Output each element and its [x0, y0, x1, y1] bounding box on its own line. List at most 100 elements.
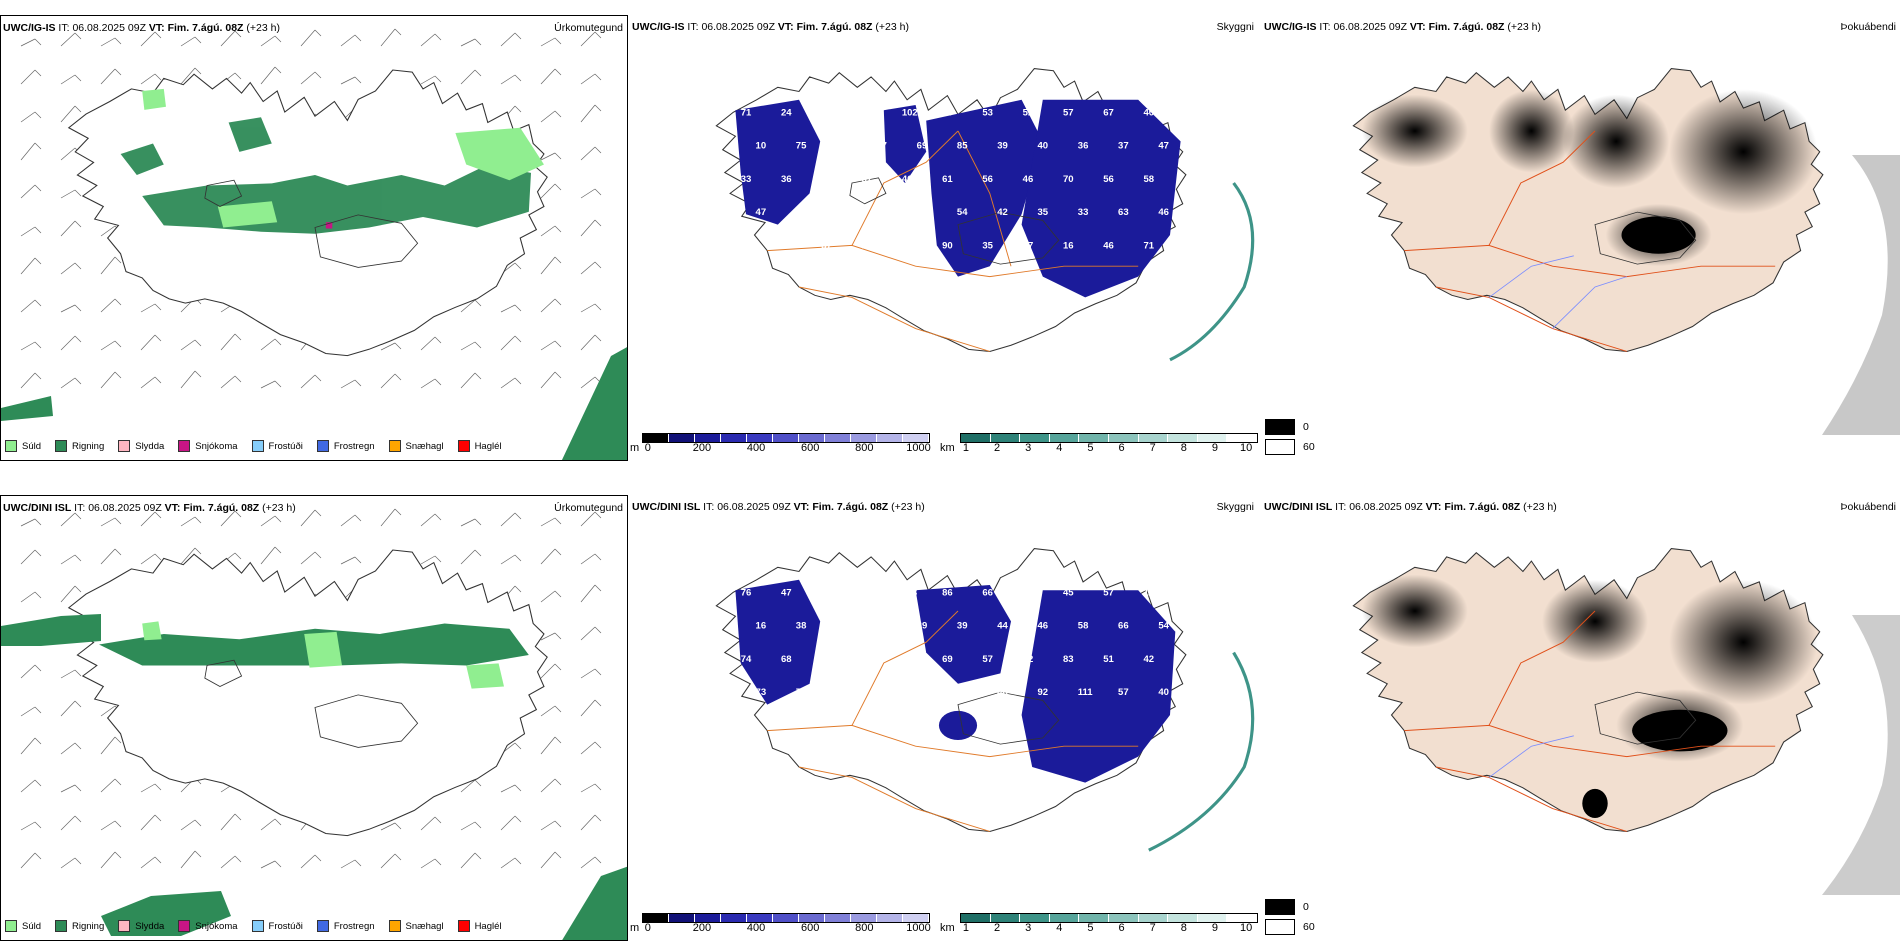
- cloudbase-label: 44: [997, 621, 1008, 632]
- wind-barb-icon: [20, 184, 42, 199]
- colorbar-step: [747, 914, 773, 922]
- colorbar-step: [799, 434, 825, 442]
- legend-swatch: [178, 920, 191, 932]
- cloudbase-label: 43: [836, 207, 847, 218]
- wind-barb-icon: [100, 736, 122, 755]
- wind-barb-icon: [340, 379, 362, 389]
- wind-barb-icon: [300, 509, 322, 527]
- wind-barb-icon: [460, 779, 482, 793]
- cloudbase-label: 75: [796, 141, 807, 152]
- wind-barb-icon: [580, 814, 602, 831]
- cloudbase-label: 46: [1038, 621, 1049, 632]
- cloudbase-label: 50: [876, 207, 887, 218]
- cloudbase-label: 37: [862, 174, 873, 185]
- cloudbase-label: 47: [781, 587, 792, 598]
- precip-legend-item: Frostregn: [316, 440, 375, 452]
- wind-barb-icon: [540, 548, 562, 565]
- panel-title-precip: Úrkomutegund: [554, 22, 623, 34]
- colorbar-step: [773, 434, 799, 442]
- cloudbase-label: 46: [997, 687, 1008, 698]
- wind-barb-icon: [100, 851, 122, 869]
- wind-barb-icon: [20, 706, 42, 717]
- wind-barb-icon: [540, 152, 562, 161]
- panel-header: UWC/DINI ISL IT: 06.08.2025 09Z VT: Fim.…: [1264, 501, 1557, 513]
- colorbar-tick: 6: [1118, 922, 1125, 934]
- cloudbase-label: 67: [1103, 107, 1114, 118]
- wind-barb-icon: [540, 37, 562, 47]
- colorbar-step: [1168, 914, 1198, 922]
- colorbar-step: [1108, 914, 1139, 922]
- wind-barb-icon: [420, 75, 442, 85]
- wind-barb-icon: [180, 819, 202, 831]
- fog-legend: 0 60: [1265, 895, 1315, 935]
- cloudbase-label: 70: [1063, 174, 1074, 185]
- wind-barb-icon: [460, 341, 482, 351]
- colorbar-step: [990, 434, 1021, 442]
- fog-panel-row2: UWC/DINI ISL IT: 06.08.2025 09Z VT: Fim.…: [1262, 495, 1900, 941]
- wind-barb-icon: [580, 584, 602, 603]
- cloudbase-label: 97: [821, 174, 832, 185]
- wind-barb-icon: [60, 105, 82, 123]
- wind-barb-icon: [460, 852, 482, 869]
- precip-legend-item: Snæhagl: [388, 920, 444, 932]
- legend-swatch: [457, 440, 470, 452]
- legend-swatch: [316, 920, 329, 932]
- cloudbase-label: 16: [1063, 241, 1074, 252]
- wind-barb-icon: [540, 663, 562, 679]
- wind-barb-icon: [140, 73, 162, 85]
- wind-barb-icon: [60, 857, 82, 869]
- cloudbase-label: 37: [1118, 141, 1129, 152]
- colorbar-step: [1020, 434, 1050, 442]
- cloudbase-label: 57: [1023, 587, 1034, 598]
- cloudbase-label: 37: [902, 654, 913, 665]
- legend-swatch: [316, 440, 329, 452]
- cloudbase-label: 46: [876, 621, 887, 632]
- cloudbase-label: 82: [876, 687, 887, 698]
- wind-barb-icon: [100, 340, 122, 351]
- fog-map: [1352, 548, 1900, 895]
- colorbar-tick: 1: [962, 922, 970, 934]
- wind-barb-icon: [220, 813, 242, 831]
- cloudbase-label: 10: [756, 141, 767, 152]
- colorbar-step: [877, 434, 903, 442]
- cloudbase-label: 33: [1078, 207, 1089, 218]
- cloudbase-label: 54: [1158, 621, 1169, 632]
- wind-barb-icon: [180, 516, 202, 527]
- wind-barb-icon: [180, 36, 202, 47]
- legend-label: Slydda: [135, 440, 165, 452]
- wind-barb-icon: [460, 299, 482, 313]
- wind-barb-icon: [580, 741, 602, 755]
- wind-barb-icon: [420, 513, 442, 527]
- wind-barb-icon: [500, 74, 522, 85]
- colorbar-step: [1079, 434, 1109, 442]
- cloudbase-label: 54: [957, 207, 968, 218]
- colorbar-step: [1197, 434, 1228, 442]
- cloudbase-label: 61: [942, 174, 953, 185]
- wind-barb-icon: [540, 68, 562, 85]
- wind-barb-icon: [100, 298, 122, 313]
- cloudbase-label: 57: [1063, 107, 1074, 118]
- cloudbase-label: 114: [862, 241, 878, 252]
- colorbar-step: [1168, 434, 1198, 442]
- panel-header: UWC/DINI ISL IT: 06.08.2025 09Z VT: Fim.…: [632, 501, 925, 513]
- colorbar-tick: 5: [1087, 922, 1094, 934]
- wind-barb-icon: [60, 32, 82, 47]
- cloudbase-label: 77: [836, 687, 847, 698]
- wind-barb-icon: [140, 31, 162, 47]
- cloudbase-label: 52: [1023, 654, 1034, 665]
- wind-barb-icon: [300, 854, 322, 869]
- cloudbase-label: 40: [1144, 107, 1155, 118]
- colorbar-step: [825, 914, 851, 922]
- wind-barb-icon: [220, 510, 242, 527]
- wind-barb-icon: [380, 822, 402, 831]
- panel-header: UWC/DINI ISL IT: 06.08.2025 09Z VT: Fim.…: [3, 502, 296, 514]
- colorbar-tick: 9: [1211, 922, 1219, 934]
- wind-barb-icon: [460, 518, 482, 527]
- precip-legend-item: Frostúði: [251, 440, 303, 452]
- colorbar-step: [825, 434, 851, 442]
- colorbar-tick: 4: [1056, 442, 1063, 454]
- colorbar-step: [695, 914, 721, 922]
- legend-swatch: [388, 920, 401, 932]
- wind-barb-icon: [380, 373, 402, 389]
- cloudbase-label: 81: [862, 587, 873, 598]
